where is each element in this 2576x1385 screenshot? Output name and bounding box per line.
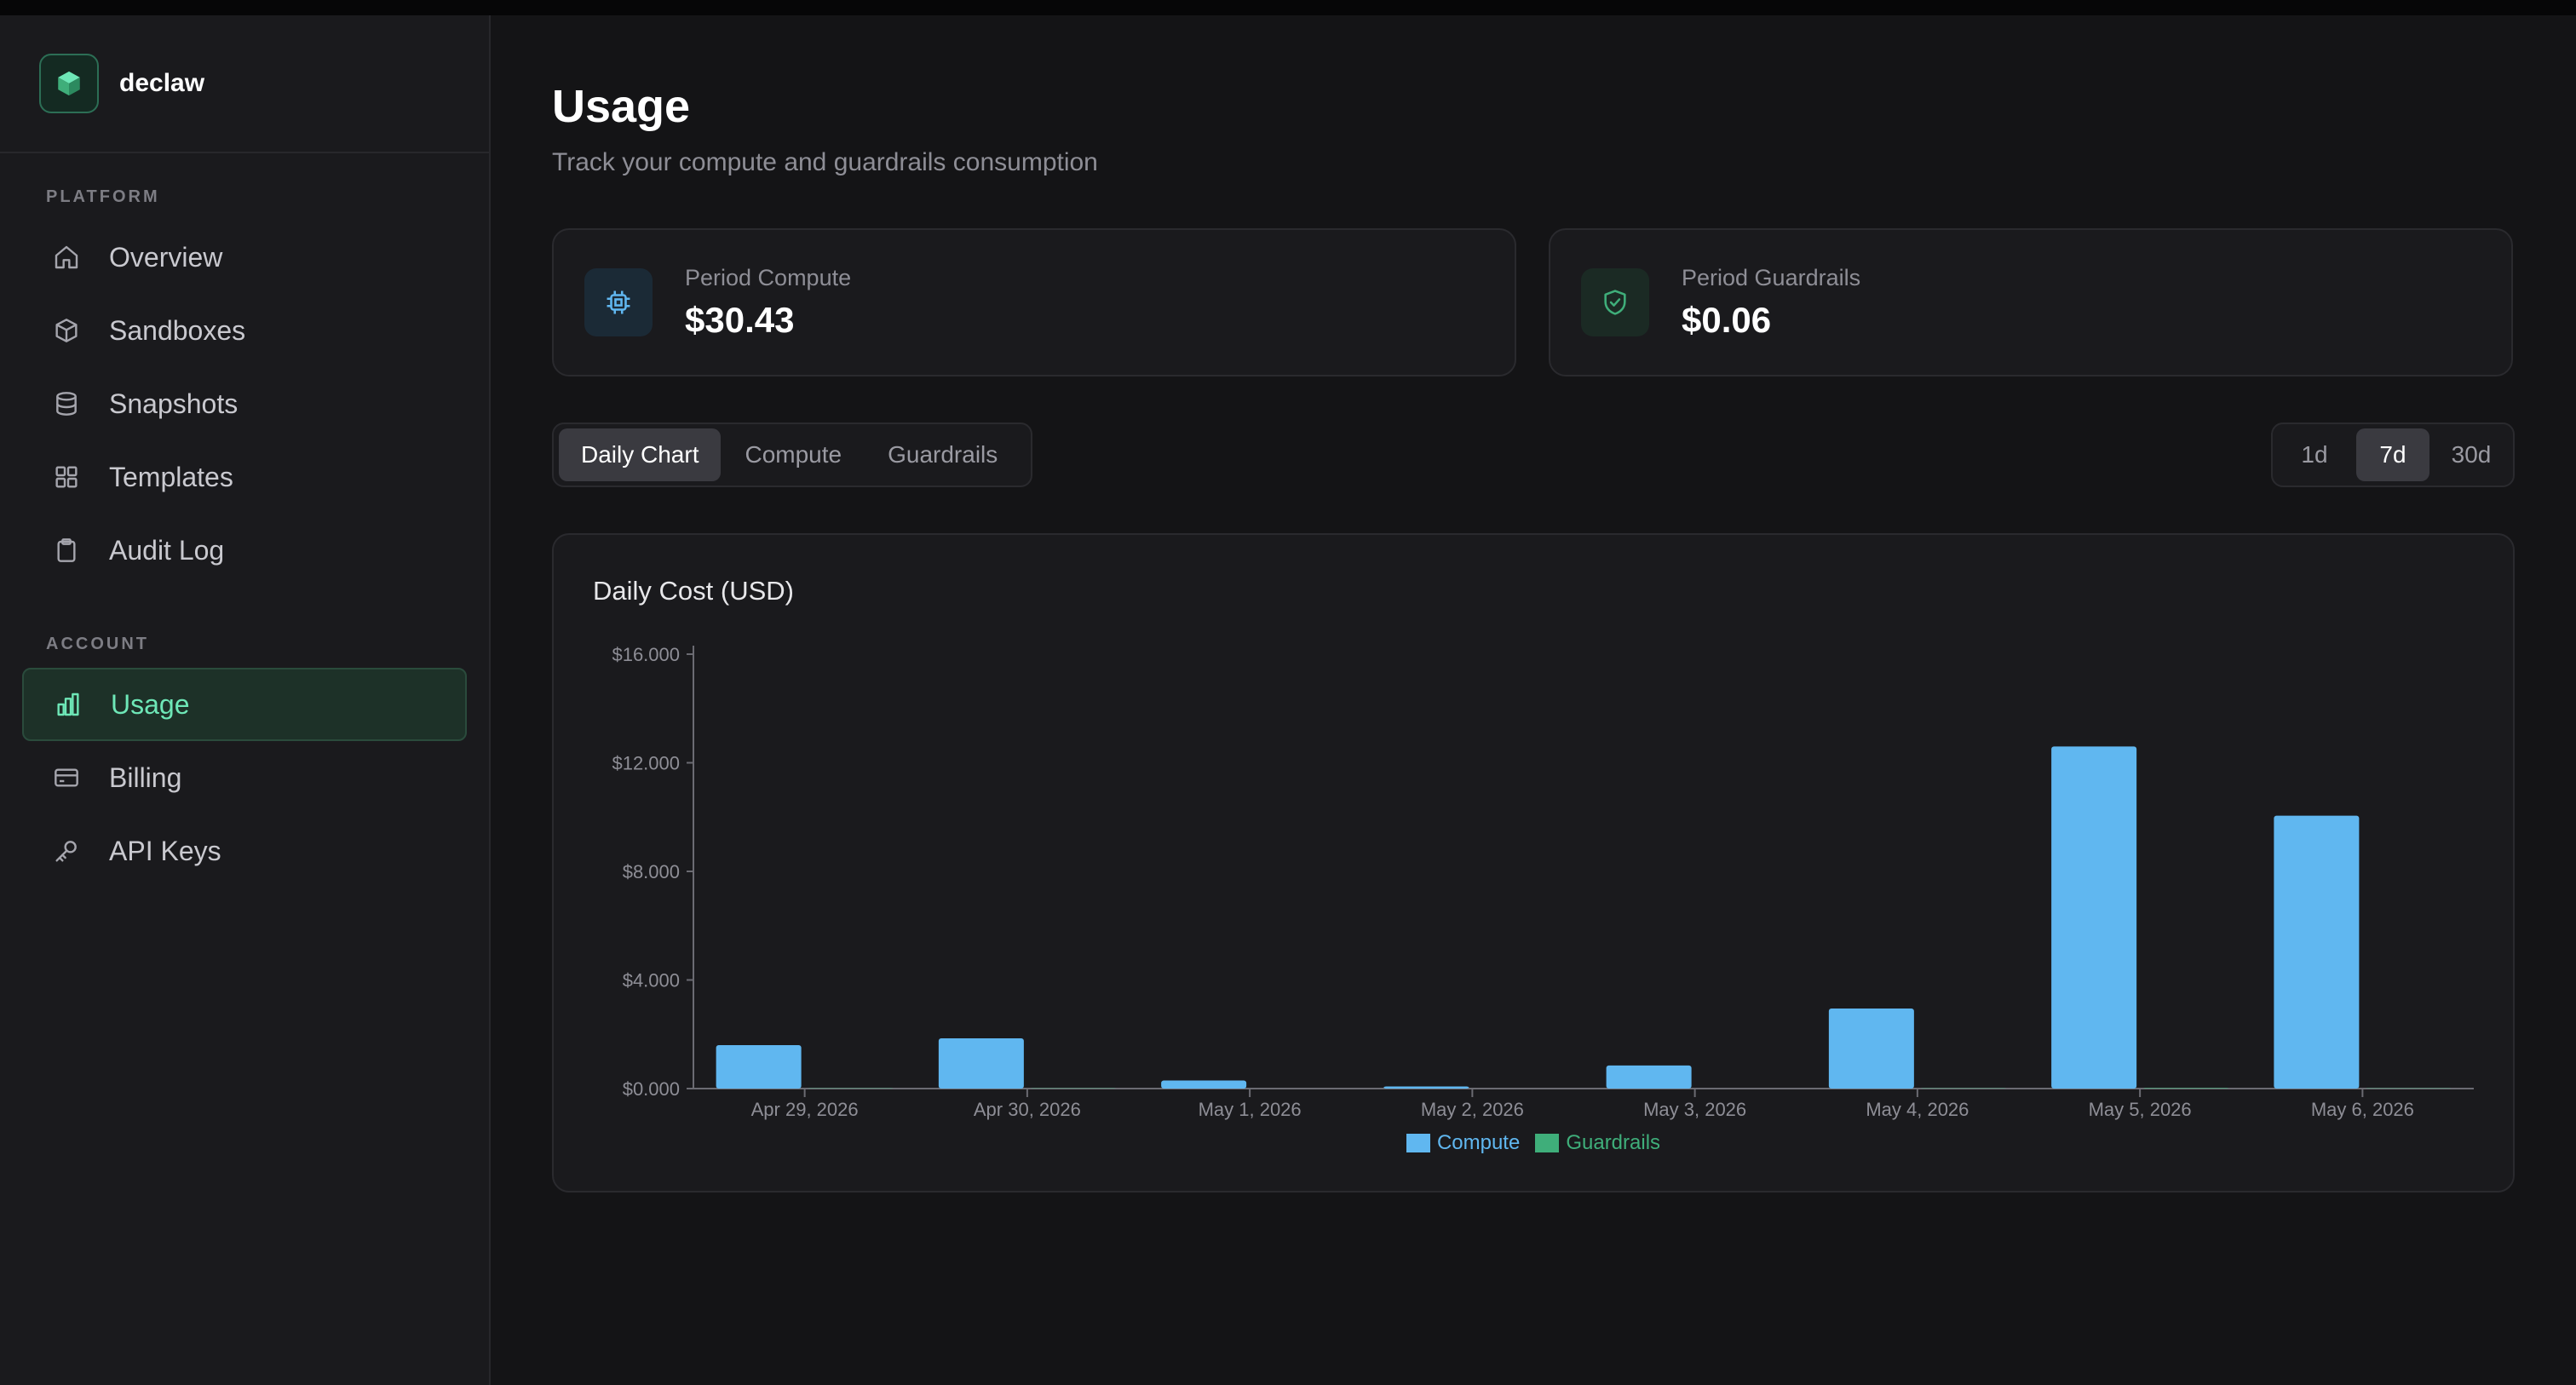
period-guardrails-card: Period Guardrails $0.06 xyxy=(1549,228,2513,376)
cube-logo-icon xyxy=(39,54,99,113)
bar-compute xyxy=(1606,1065,1692,1089)
period-guardrails-label: Period Guardrails xyxy=(1682,264,1861,290)
chart-legend: Compute Guardrails xyxy=(554,1131,2513,1155)
page-subtitle: Track your compute and guardrails consum… xyxy=(552,148,1098,176)
key-icon xyxy=(49,834,83,868)
sidebar-item-label: Audit Log xyxy=(109,534,225,566)
bar-compute xyxy=(716,1045,802,1089)
sidebar-item-snapshots[interactable]: Snapshots xyxy=(22,367,467,440)
y-tick-label: $12.000 xyxy=(612,753,680,774)
time-range-selector: 1d 7d 30d xyxy=(2271,422,2515,487)
legend-label: Guardrails xyxy=(1566,1131,1661,1154)
y-tick-label: $16.000 xyxy=(612,644,680,665)
legend-label: Compute xyxy=(1436,1131,1521,1154)
brand[interactable]: declaw xyxy=(0,15,489,153)
cpu-icon xyxy=(584,268,653,336)
section-label-platform: PLATFORM xyxy=(46,187,160,206)
period-compute-value: $30.43 xyxy=(685,299,795,340)
y-tick-label: $8.000 xyxy=(623,861,680,882)
x-tick-label: May 4, 2026 xyxy=(1866,1099,1969,1120)
chart-title: Daily Cost (USD) xyxy=(593,576,794,606)
database-icon xyxy=(49,387,83,421)
sidebar-item-usage[interactable]: Usage xyxy=(22,668,467,741)
section-label-account: ACCOUNT xyxy=(46,635,149,653)
tab-daily-chart[interactable]: Daily Chart xyxy=(559,428,722,481)
sidebar-item-label: API Keys xyxy=(109,835,221,866)
sidebar-item-api-keys[interactable]: API Keys xyxy=(22,814,467,888)
period-guardrails-value: $0.06 xyxy=(1682,299,1772,340)
legend-swatch xyxy=(1406,1134,1430,1152)
sidebar: declaw PLATFORM Overview Sandboxes Snaps… xyxy=(0,15,491,1385)
grid-icon xyxy=(49,460,83,494)
legend-item-compute[interactable]: Compute xyxy=(1406,1131,1520,1155)
x-tick-label: May 5, 2026 xyxy=(2089,1099,2192,1120)
sidebar-item-label: Usage xyxy=(111,688,190,720)
tab-guardrails[interactable]: Guardrails xyxy=(888,441,998,468)
tab-compute[interactable]: Compute xyxy=(745,441,842,468)
bar-compute xyxy=(938,1038,1024,1089)
sidebar-item-billing[interactable]: Billing xyxy=(22,741,467,814)
shield-check-icon xyxy=(1581,268,1649,336)
page-title: Usage xyxy=(552,81,691,132)
clipboard-icon xyxy=(49,533,83,567)
x-tick-label: Apr 29, 2026 xyxy=(751,1099,859,1120)
sidebar-item-label: Sandboxes xyxy=(109,314,246,346)
range-30d-button[interactable]: 30d xyxy=(2451,441,2492,468)
daily-cost-chart-card: Daily Cost (USD) $0.000 $4.000 $8.000 $12.0… xyxy=(552,533,2515,1192)
period-compute-label: Period Compute xyxy=(685,264,852,290)
x-tick-label: May 3, 2026 xyxy=(1643,1099,1746,1120)
sidebar-item-label: Templates xyxy=(109,461,233,492)
range-1d-button[interactable]: 1d xyxy=(2301,441,2328,468)
bar-compute xyxy=(1828,1008,1914,1089)
y-tick-label: $4.000 xyxy=(623,970,680,991)
x-tick-label: May 6, 2026 xyxy=(2311,1099,2414,1120)
sidebar-item-label: Billing xyxy=(109,761,182,793)
x-tick-label: May 1, 2026 xyxy=(1199,1099,1302,1120)
main-content: Usage Track your compute and guardrails … xyxy=(492,15,2576,1385)
sidebar-item-label: Snapshots xyxy=(109,388,239,419)
legend-swatch xyxy=(1535,1134,1560,1152)
daily-cost-chart: $0.000 $4.000 $8.000 $12.000 $16.000 Apr 29, … xyxy=(612,644,2474,1120)
view-tabs: Daily Chart Compute Guardrails xyxy=(552,422,1032,487)
bar-compute xyxy=(1383,1086,1469,1089)
credit-card-icon xyxy=(49,761,83,795)
range-7d-button[interactable]: 7d xyxy=(2356,428,2429,481)
bar-compute xyxy=(2051,746,2137,1089)
home-icon xyxy=(49,240,83,274)
cube-icon xyxy=(49,313,83,348)
window-top-bar xyxy=(0,0,2576,15)
y-tick-label: $0.000 xyxy=(623,1078,680,1100)
legend-item-guardrails[interactable]: Guardrails xyxy=(1535,1131,1660,1155)
period-compute-card: Period Compute $30.43 xyxy=(552,228,1516,376)
bar-chart-icon xyxy=(51,687,85,721)
bar-guardrails xyxy=(2143,1088,2229,1089)
x-tick-label: Apr 30, 2026 xyxy=(974,1099,1081,1120)
sidebar-item-label: Overview xyxy=(109,241,223,273)
bar-compute xyxy=(2274,815,2360,1089)
sidebar-item-audit-log[interactable]: Audit Log xyxy=(22,514,467,587)
brand-name: declaw xyxy=(119,69,205,97)
sidebar-item-sandboxes[interactable]: Sandboxes xyxy=(22,294,467,367)
x-tick-label: May 2, 2026 xyxy=(1421,1099,1524,1120)
sidebar-item-overview[interactable]: Overview xyxy=(22,221,467,294)
bar-compute xyxy=(1161,1080,1247,1089)
sidebar-item-templates[interactable]: Templates xyxy=(22,440,467,514)
